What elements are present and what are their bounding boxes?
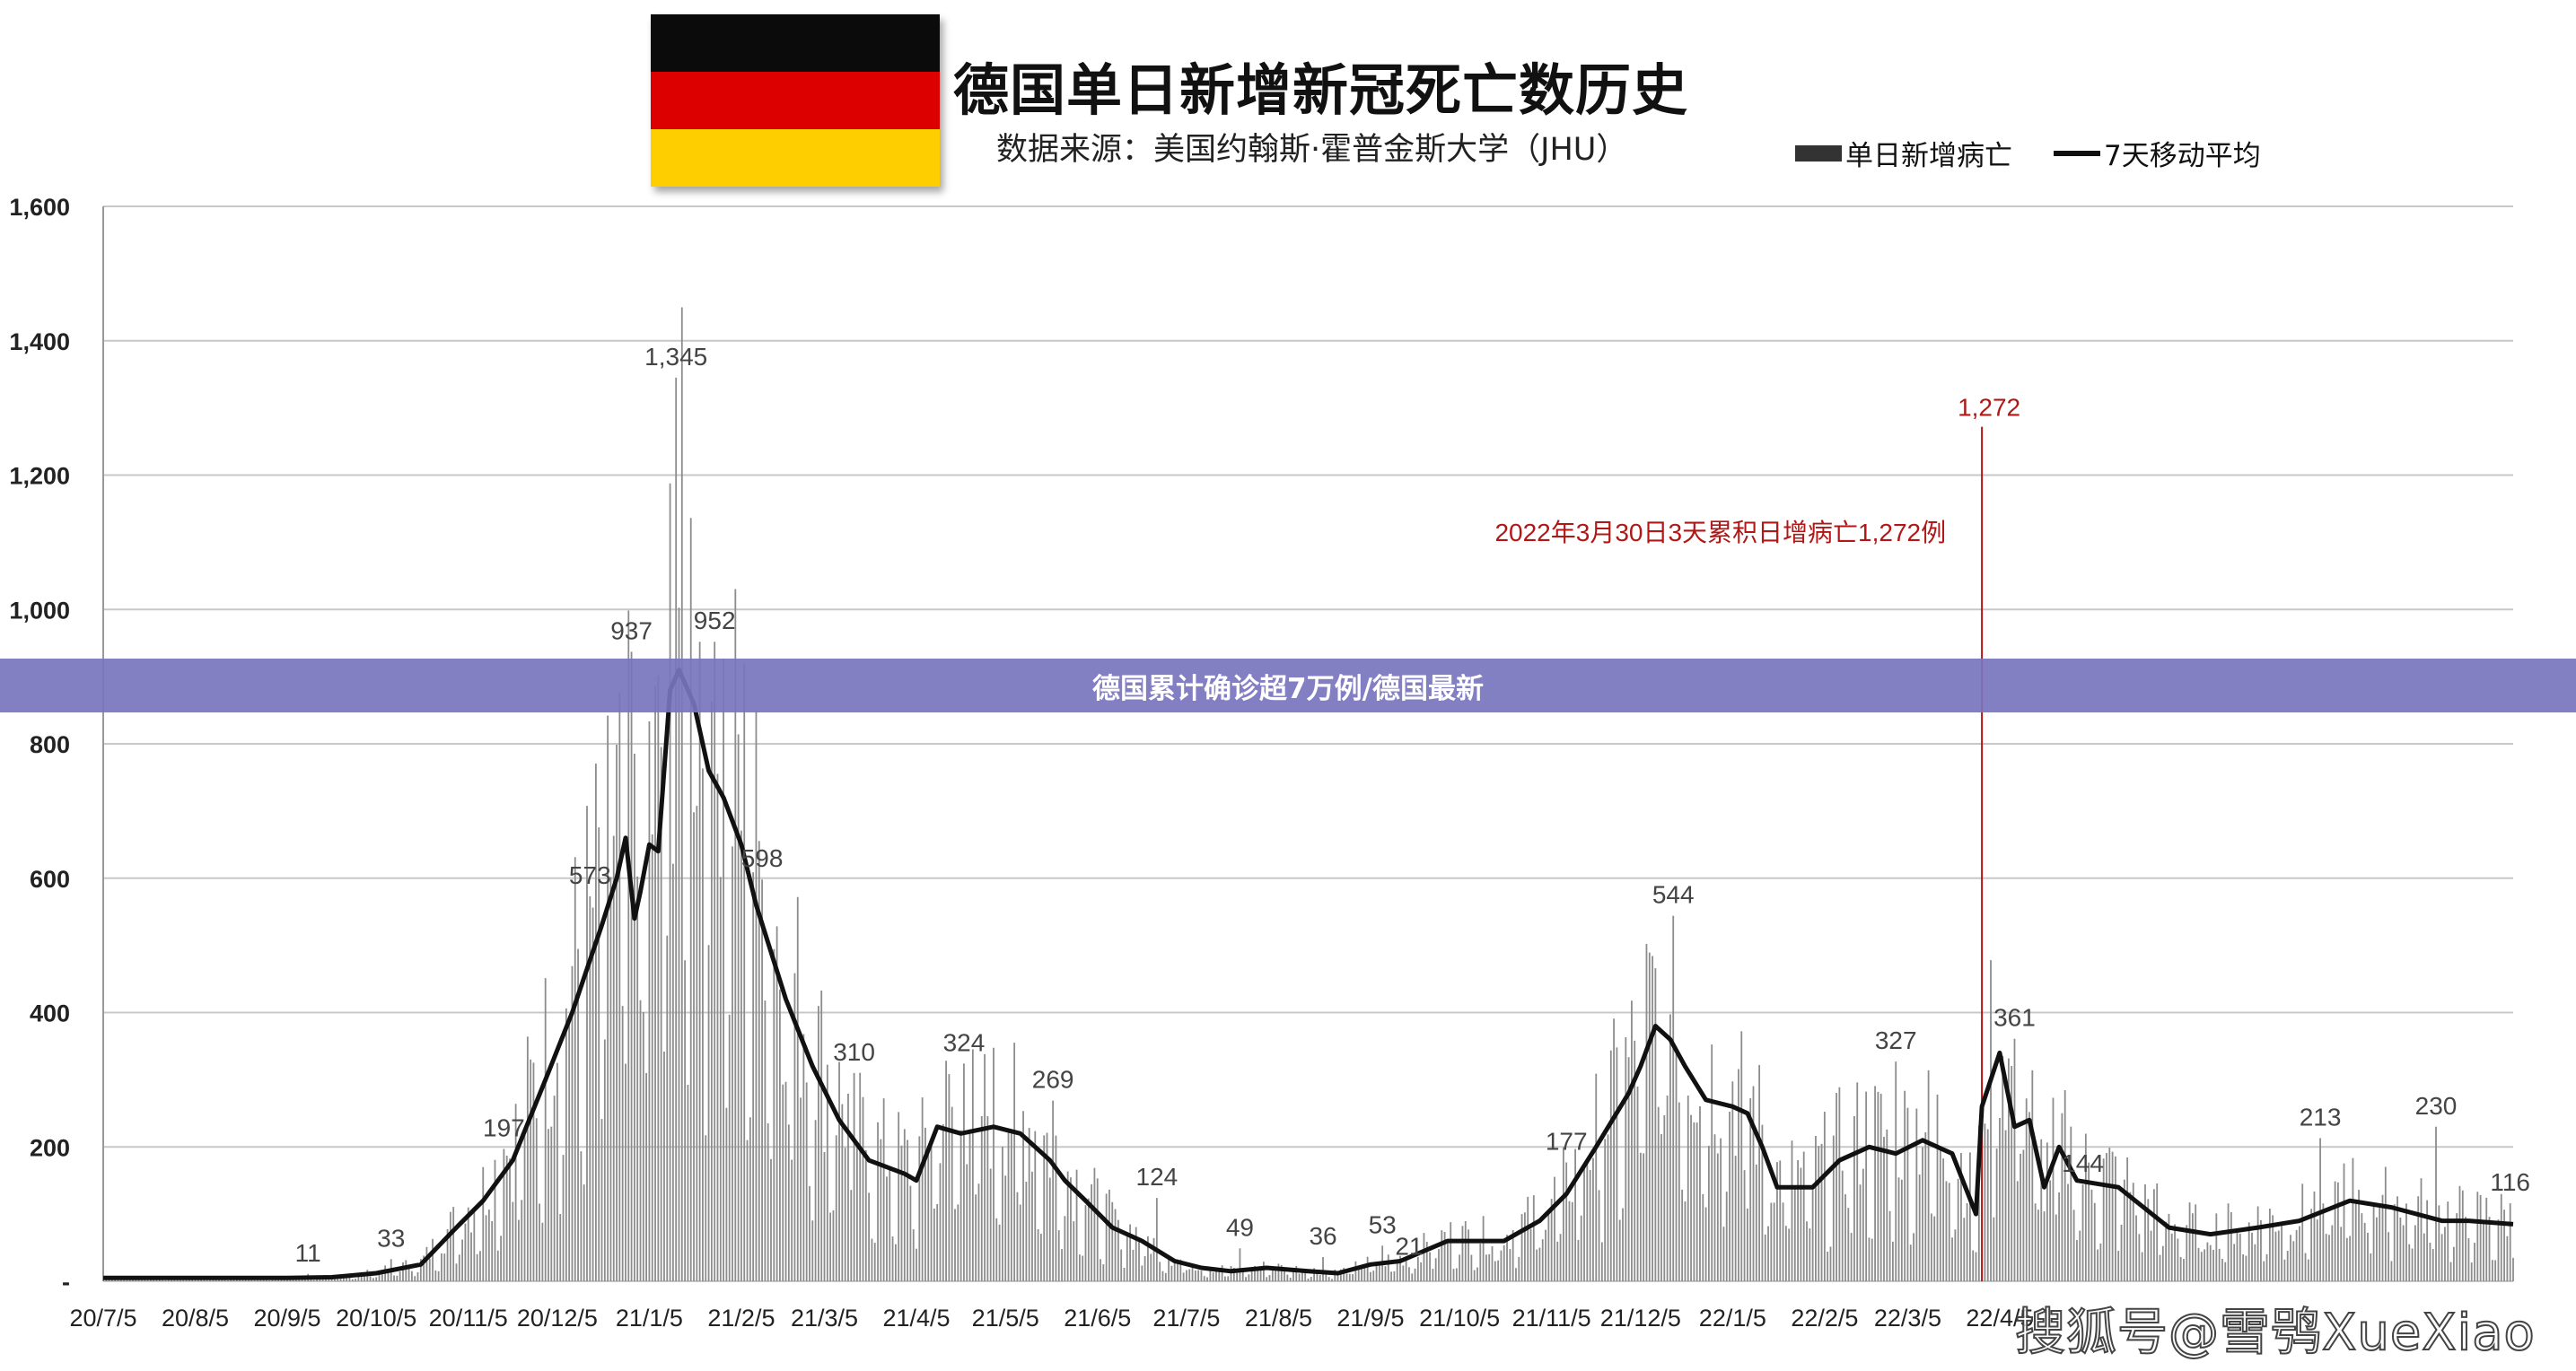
watermark: 搜狐号@雪鸮XueXiao [2014,1303,2536,1363]
y-tick-label: 1,200 [9,463,70,490]
x-tick-label: 21/4/5 [882,1305,950,1332]
x-tick-label: 21/7/5 [1152,1305,1220,1332]
daily-death-bars [102,307,2514,1281]
data-label: 49 [1226,1213,1254,1241]
y-tick-label: 800 [30,731,70,758]
chart-title: 德国单日新增新冠死亡数历史 [953,57,1689,123]
x-tick-label: 21/3/5 [791,1305,858,1332]
legend-line-swatch [2054,150,2100,156]
x-tick-label: 20/7/5 [69,1305,136,1332]
legend-line-label: 7天移动平均 [2104,140,2261,172]
data-label: 177 [1546,1127,1588,1155]
legend-bar-label: 单日新增病亡 [1845,140,2012,172]
y-tick-label: 200 [30,1134,70,1161]
data-label: 33 [377,1224,405,1252]
annotation-value-label: 1,272 [1958,394,2020,422]
x-tick-label: 21/12/5 [1600,1305,1681,1332]
data-label: 144 [2062,1149,2104,1177]
y-tick-label: 400 [30,1000,70,1027]
annotation-group: 1,272 2022年3月30日3天累积日增病亡1,272例 [1494,394,2020,1281]
data-labels: 11 33 197 573 937 1,345 952 598 310 324 269 124 49 36… [295,343,2530,1267]
banner-text: 德国累计确诊超7万例/德国最新 [1092,672,1484,705]
y-tick-label: - [62,1269,70,1296]
news-banner[interactable]: 德国累计确诊超7万例/德国最新 [0,659,2576,712]
x-tick-label: 21/10/5 [1419,1305,1500,1332]
data-label: 269 [1032,1066,1074,1094]
x-tick-label: 22/4/5 [1966,1305,2033,1332]
y-tick-label: 600 [30,866,70,893]
x-tick-label: 21/2/5 [707,1305,775,1332]
data-label: 230 [2415,1092,2458,1120]
data-label: 573 [569,861,611,889]
data-label: 213 [2300,1104,2342,1131]
data-label: 937 [610,616,653,644]
x-tick-label: 22/2/5 [1791,1305,1858,1332]
data-label: 327 [1875,1026,1917,1054]
chart-subtitle: 数据来源：美国约翰斯·霍普金斯大学（JHU） [996,132,1628,168]
data-label: 21 [1395,1232,1423,1260]
data-label: 310 [833,1038,875,1066]
legend-bar-swatch [1795,144,1842,162]
data-label: 361 [1993,1004,2036,1032]
data-label: 1,345 [644,343,707,371]
data-label: 952 [694,607,736,634]
annotation-note: 2022年3月30日3天累积日增病亡1,272例 [1494,519,1946,546]
x-tick-label: 20/10/5 [336,1305,416,1332]
x-tick-label: 20/11/5 [429,1305,508,1332]
data-label: 324 [943,1028,986,1056]
x-tick-label: 21/11/5 [1512,1305,1591,1332]
y-axis: - 200 400 600 800 1,000 1,200 1,400 1,600 [9,194,70,1296]
x-tick-label: 21/1/5 [616,1305,683,1332]
x-tick-label: 22/1/5 [1699,1305,1766,1332]
x-tick-label: 20/12/5 [517,1305,598,1332]
data-label: 598 [741,844,784,872]
y-tick-label: 1,400 [9,328,70,355]
x-tick-label: 20/8/5 [162,1305,229,1332]
x-axis: 20/7/5 20/8/5 20/9/5 20/10/5 20/11/5 20/12/5 2… [69,1305,2033,1332]
data-label: 197 [483,1113,525,1141]
moving-average-line [103,668,2514,1280]
data-label: 11 [295,1239,321,1267]
x-tick-label: 22/3/5 [1874,1305,1941,1332]
legend-item-bars: 单日新增病亡 [1795,133,2012,173]
germany-flag-icon [651,14,940,187]
y-tick-label: 1,600 [9,194,70,221]
x-tick-label: 21/5/5 [972,1305,1039,1332]
data-label: 116 [2490,1168,2530,1196]
flag-stripe-black [651,14,940,72]
x-tick-label: 21/8/5 [1245,1305,1312,1332]
x-tick-label: 21/6/5 [1064,1305,1131,1332]
flag-stripe-gold [651,129,940,187]
data-label: 53 [1369,1210,1397,1238]
grid-lines [102,205,2513,1282]
x-tick-label: 20/9/5 [253,1305,320,1332]
data-label: 124 [1136,1163,1178,1191]
legend-item-line: 7天移动平均 [2054,133,2261,173]
data-label: 36 [1309,1222,1336,1250]
flag-stripe-red [651,72,940,129]
y-tick-label: 1,000 [9,597,70,624]
x-tick-label: 21/9/5 [1336,1305,1404,1332]
data-label: 544 [1652,881,1695,909]
